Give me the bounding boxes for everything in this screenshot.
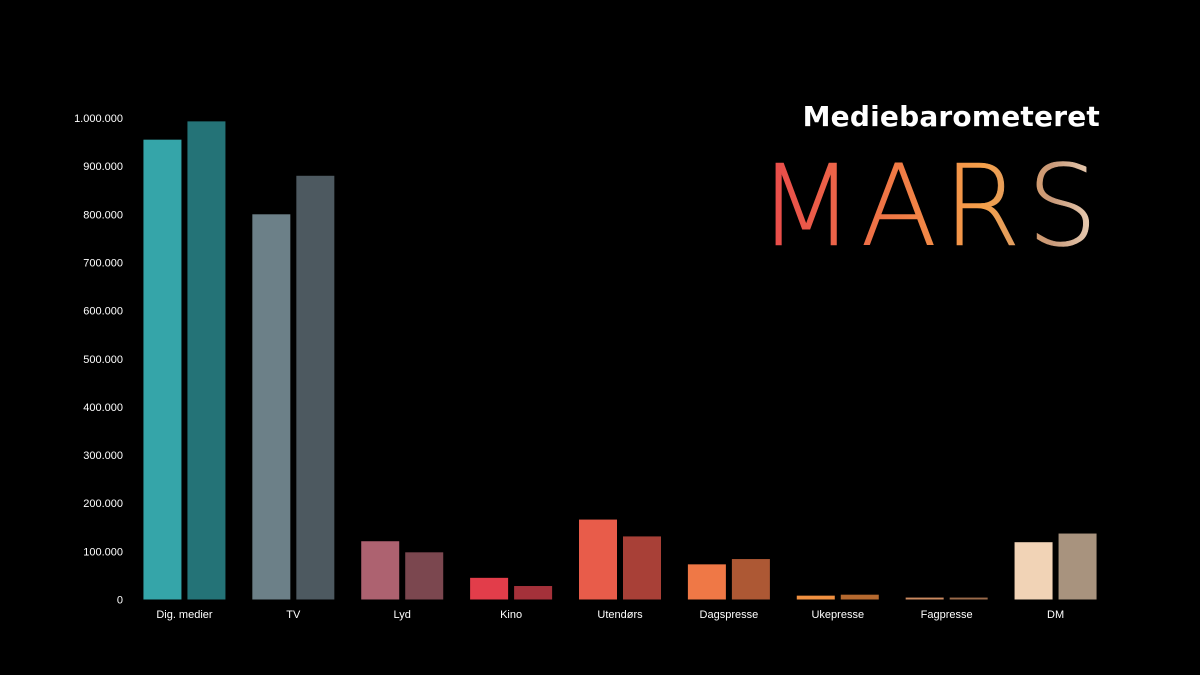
bar-ukepresse-2 xyxy=(840,594,879,600)
bar-dig-medier-2 xyxy=(187,121,226,600)
bar-tv-1 xyxy=(252,214,291,600)
y-tick-label: 200.000 xyxy=(83,498,123,510)
x-category-label: Dagspresse xyxy=(700,609,759,621)
x-category-label: DM xyxy=(1047,609,1064,621)
bars xyxy=(143,121,1097,600)
x-axis: Dig. medier TV Lyd Kino Utendørs Dagspresse Uk… xyxy=(156,609,1064,621)
x-category-label: Lyd xyxy=(394,609,411,621)
bar-tv-2 xyxy=(296,175,335,600)
y-tick-label: 1.000.000 xyxy=(74,113,123,125)
bar-kino-2 xyxy=(514,586,553,600)
y-tick-label: 800.000 xyxy=(83,209,123,221)
y-tick-label: 500.000 xyxy=(83,354,123,366)
y-tick-label: 900.000 xyxy=(83,161,123,173)
bar-utendørs-1 xyxy=(579,519,617,600)
bar-dagspresse-2 xyxy=(731,559,770,600)
chart-subtitle: Mediebarometeret xyxy=(802,100,1100,133)
bar-utendørs-2 xyxy=(623,536,661,600)
y-axis: 0 100.000 200.000 300.000 400.000 500.000 600.… xyxy=(74,113,123,607)
bar-dagspresse-1 xyxy=(687,564,726,600)
x-category-label: Dig. medier xyxy=(156,609,213,621)
y-tick-label: 100.000 xyxy=(83,546,123,558)
bar-dm-1 xyxy=(1014,542,1053,600)
bar-fagpresse-1 xyxy=(905,597,944,600)
bar-dm-2 xyxy=(1058,533,1097,600)
x-category-label: Kino xyxy=(500,609,522,621)
y-tick-label: 600.000 xyxy=(83,306,123,318)
bar-lyd-1 xyxy=(361,541,400,600)
bar-ukepresse-1 xyxy=(796,595,835,600)
x-category-label: Ukepresse xyxy=(811,609,864,621)
bar-kino-1 xyxy=(470,577,509,600)
y-tick-label: 700.000 xyxy=(83,257,123,269)
x-category-label: TV xyxy=(286,609,301,621)
y-tick-label: 400.000 xyxy=(83,402,123,414)
bar-dig-medier-1 xyxy=(143,139,182,600)
y-tick-label: 300.000 xyxy=(83,450,123,462)
bar-fagpresse-2 xyxy=(949,597,988,600)
bar-lyd-2 xyxy=(405,552,444,600)
x-category-label: Fagpresse xyxy=(921,609,973,621)
month-title: MARS xyxy=(757,142,1104,272)
y-tick-label: 0 xyxy=(117,595,123,607)
x-category-label: Utendørs xyxy=(597,609,643,621)
